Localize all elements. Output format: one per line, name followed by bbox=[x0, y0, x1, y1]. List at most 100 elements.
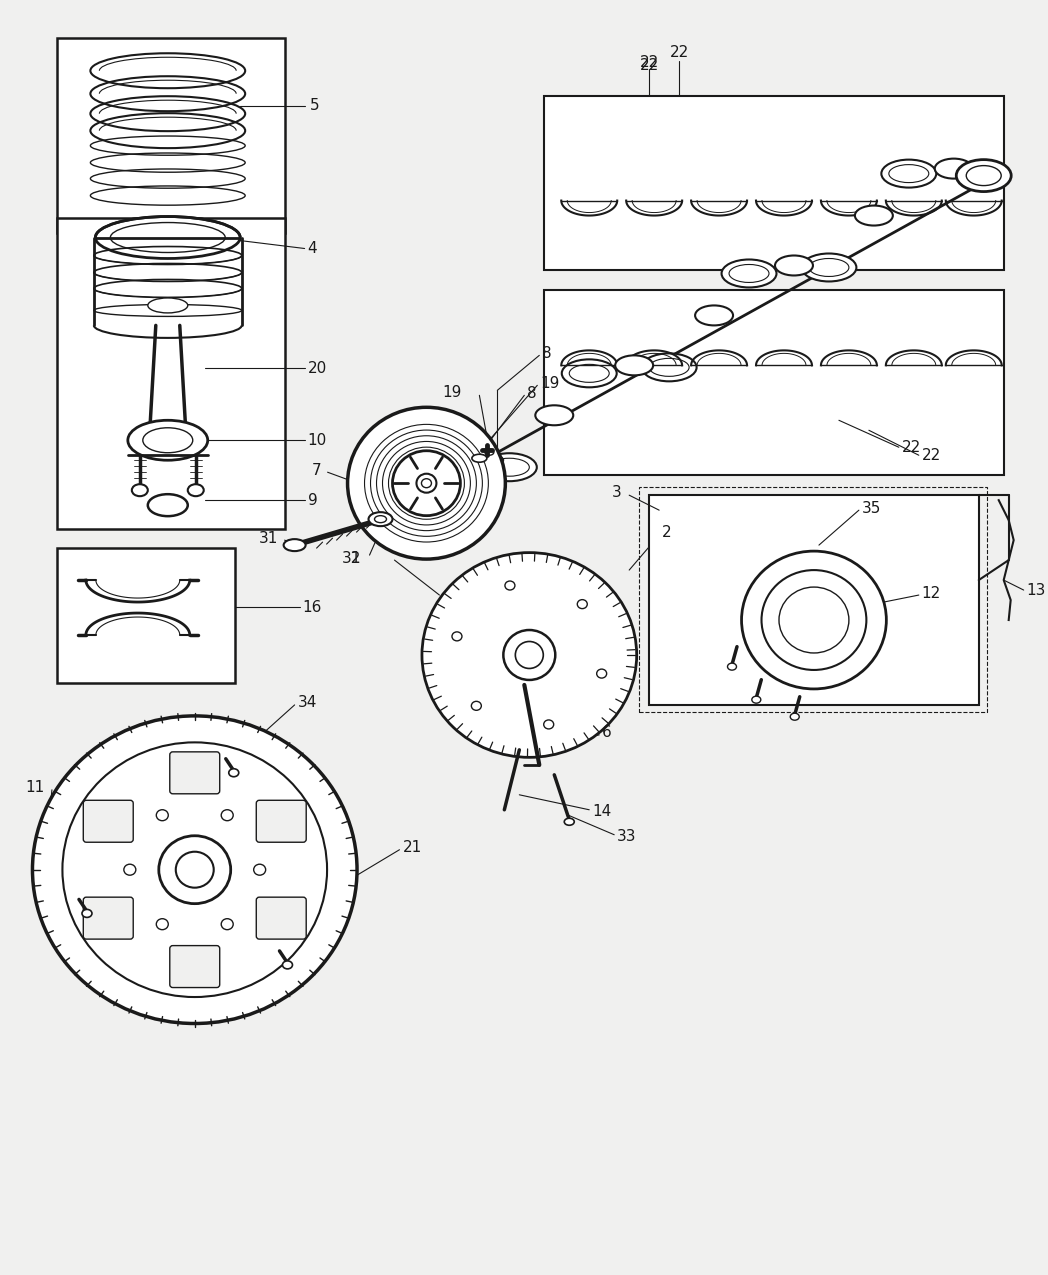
Text: 22: 22 bbox=[670, 45, 689, 60]
Text: 22: 22 bbox=[902, 440, 921, 455]
Ellipse shape bbox=[855, 205, 893, 226]
Ellipse shape bbox=[742, 551, 887, 688]
Ellipse shape bbox=[421, 478, 432, 488]
Ellipse shape bbox=[695, 306, 733, 325]
Bar bbox=[649, 495, 979, 705]
Text: 11: 11 bbox=[26, 780, 45, 796]
Text: 12: 12 bbox=[922, 585, 941, 601]
Ellipse shape bbox=[722, 260, 777, 287]
Ellipse shape bbox=[124, 864, 136, 875]
Text: 4: 4 bbox=[308, 241, 318, 256]
Bar bbox=[57, 548, 235, 683]
Ellipse shape bbox=[966, 166, 1001, 186]
Ellipse shape bbox=[881, 159, 936, 187]
Text: 1: 1 bbox=[350, 551, 359, 566]
Ellipse shape bbox=[156, 810, 169, 821]
Ellipse shape bbox=[505, 581, 515, 590]
Ellipse shape bbox=[482, 453, 537, 481]
Ellipse shape bbox=[132, 484, 148, 496]
Bar bbox=[57, 218, 285, 529]
Text: 22: 22 bbox=[639, 59, 659, 73]
Ellipse shape bbox=[393, 451, 460, 515]
Text: 8: 8 bbox=[527, 386, 537, 400]
Bar bbox=[544, 96, 1004, 270]
Text: 31: 31 bbox=[259, 530, 279, 546]
Ellipse shape bbox=[596, 669, 607, 678]
Ellipse shape bbox=[569, 365, 609, 382]
Ellipse shape bbox=[128, 421, 208, 460]
Ellipse shape bbox=[779, 586, 849, 653]
Ellipse shape bbox=[143, 428, 193, 453]
Ellipse shape bbox=[751, 696, 761, 704]
Ellipse shape bbox=[935, 158, 973, 178]
Text: 7: 7 bbox=[312, 463, 322, 478]
Text: 9: 9 bbox=[308, 492, 318, 507]
Ellipse shape bbox=[228, 769, 239, 776]
Text: 10: 10 bbox=[308, 432, 327, 448]
Ellipse shape bbox=[148, 298, 188, 312]
Ellipse shape bbox=[374, 515, 387, 523]
Ellipse shape bbox=[641, 353, 697, 381]
Text: 34: 34 bbox=[298, 695, 316, 710]
Text: 2: 2 bbox=[662, 524, 672, 539]
Ellipse shape bbox=[544, 720, 553, 729]
Ellipse shape bbox=[802, 254, 856, 282]
Ellipse shape bbox=[577, 599, 587, 608]
Ellipse shape bbox=[452, 632, 462, 641]
Ellipse shape bbox=[615, 356, 653, 375]
Ellipse shape bbox=[762, 570, 867, 669]
Text: 3: 3 bbox=[611, 484, 621, 500]
Text: 19: 19 bbox=[541, 376, 560, 391]
Ellipse shape bbox=[82, 909, 92, 918]
Text: 16: 16 bbox=[303, 599, 322, 615]
FancyBboxPatch shape bbox=[257, 801, 306, 843]
Ellipse shape bbox=[472, 701, 481, 710]
Ellipse shape bbox=[348, 407, 505, 560]
Text: 33: 33 bbox=[617, 829, 637, 844]
Ellipse shape bbox=[188, 484, 203, 496]
Bar bbox=[544, 291, 1004, 476]
Ellipse shape bbox=[422, 552, 637, 757]
FancyBboxPatch shape bbox=[257, 898, 306, 940]
Ellipse shape bbox=[369, 513, 393, 527]
Ellipse shape bbox=[283, 961, 292, 969]
Ellipse shape bbox=[516, 641, 543, 668]
Ellipse shape bbox=[416, 474, 436, 492]
Text: 22: 22 bbox=[922, 448, 941, 463]
Text: 6: 6 bbox=[603, 725, 612, 741]
Ellipse shape bbox=[465, 460, 483, 470]
Ellipse shape bbox=[485, 449, 494, 455]
Ellipse shape bbox=[729, 264, 769, 283]
Text: 14: 14 bbox=[592, 805, 611, 820]
Ellipse shape bbox=[221, 810, 234, 821]
Text: 22: 22 bbox=[639, 55, 659, 70]
Text: 35: 35 bbox=[861, 501, 881, 515]
Ellipse shape bbox=[564, 819, 574, 825]
Ellipse shape bbox=[492, 456, 503, 464]
Ellipse shape bbox=[63, 742, 327, 997]
Ellipse shape bbox=[148, 495, 188, 516]
Ellipse shape bbox=[503, 630, 555, 680]
Ellipse shape bbox=[809, 259, 849, 277]
Ellipse shape bbox=[776, 255, 813, 275]
Ellipse shape bbox=[889, 164, 929, 182]
Ellipse shape bbox=[649, 358, 690, 376]
Ellipse shape bbox=[284, 539, 306, 551]
Ellipse shape bbox=[457, 454, 495, 474]
Ellipse shape bbox=[536, 405, 573, 426]
Ellipse shape bbox=[95, 217, 240, 259]
Ellipse shape bbox=[956, 159, 1011, 191]
Ellipse shape bbox=[32, 715, 357, 1024]
Ellipse shape bbox=[562, 360, 616, 388]
Text: 20: 20 bbox=[308, 361, 327, 376]
Ellipse shape bbox=[472, 454, 487, 463]
Ellipse shape bbox=[790, 713, 800, 720]
Text: 13: 13 bbox=[1027, 583, 1046, 598]
Ellipse shape bbox=[156, 919, 169, 929]
Ellipse shape bbox=[176, 852, 214, 887]
FancyBboxPatch shape bbox=[83, 898, 133, 940]
Bar bbox=[639, 487, 987, 711]
Ellipse shape bbox=[221, 919, 234, 929]
Bar bbox=[57, 38, 285, 232]
FancyBboxPatch shape bbox=[170, 946, 220, 988]
